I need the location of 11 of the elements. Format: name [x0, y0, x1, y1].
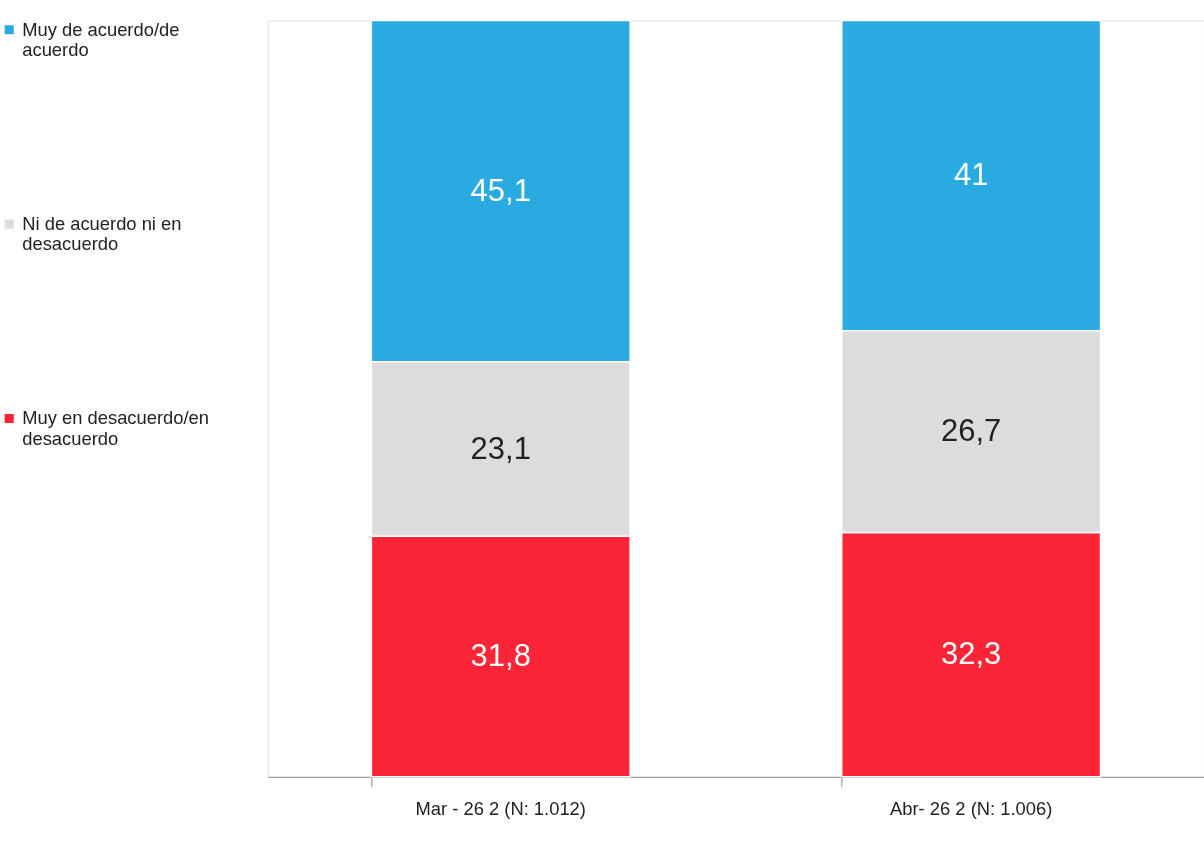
- data-label: 26,7: [941, 413, 1002, 449]
- x-tick-label: Mar - 26 2 (N: 1.012): [415, 798, 586, 819]
- data-label: 41: [953, 157, 989, 193]
- legend-label: Ni de acuerdo ni en desacuerdo: [22, 212, 182, 255]
- x-tick-label: Abr- 26 2 (N: 1.006): [890, 798, 1053, 819]
- data-label: 31,8: [470, 638, 531, 674]
- data-label: 32,3: [941, 636, 1002, 672]
- data-label: 45,1: [470, 172, 531, 208]
- legend-label: Muy en desacuerdo/en desacuerdo: [22, 407, 210, 449]
- legend-label: Muy de acuerdo/de acuerdo: [22, 18, 180, 60]
- data-label: 23,1: [470, 430, 531, 466]
